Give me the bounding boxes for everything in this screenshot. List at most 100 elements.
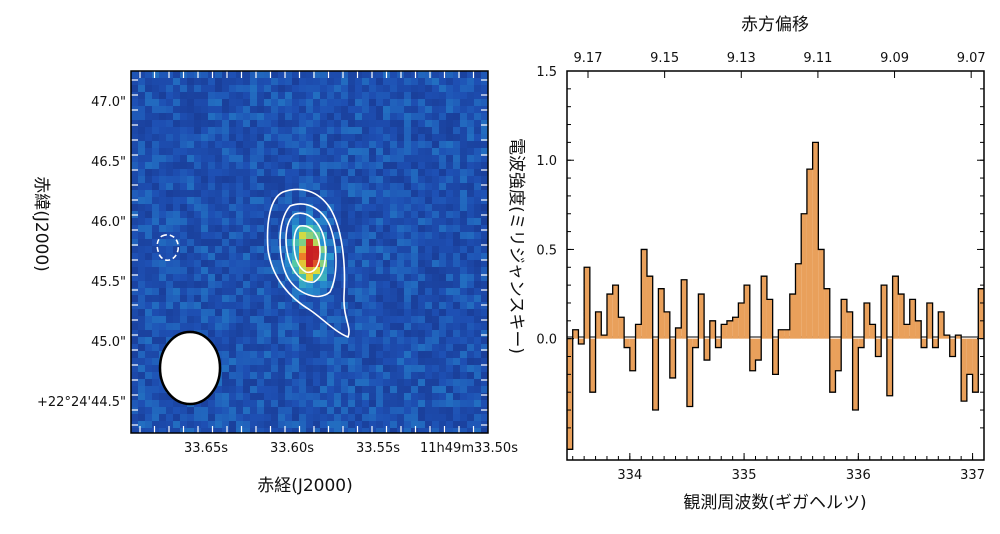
image-pixel — [229, 204, 236, 211]
spectrum-bar — [675, 327, 682, 339]
image-pixel — [411, 344, 418, 351]
image-pixel — [138, 211, 145, 218]
image-pixel — [383, 225, 390, 232]
image-pixel — [236, 316, 243, 323]
image-pixel — [229, 183, 236, 190]
image-pixel — [432, 162, 439, 169]
image-pixel — [236, 113, 243, 120]
image-pixel — [313, 106, 320, 113]
image-pixel — [145, 127, 152, 134]
image-pixel — [467, 323, 474, 330]
image-pixel — [348, 71, 355, 78]
image-pixel — [425, 309, 432, 316]
image-pixel — [376, 274, 383, 281]
image-pixel — [229, 148, 236, 155]
image-pixel — [383, 365, 390, 372]
image-pixel — [334, 176, 341, 183]
image-pixel — [460, 393, 467, 400]
image-pixel — [439, 253, 446, 260]
image-pixel — [369, 190, 376, 197]
image-pixel — [201, 288, 208, 295]
image-pixel — [222, 253, 229, 260]
image-pixel — [446, 344, 453, 351]
image-pixel — [446, 393, 453, 400]
image-pixel — [194, 120, 201, 127]
image-pixel — [166, 127, 173, 134]
image-pixel — [446, 288, 453, 295]
image-pixel — [432, 274, 439, 281]
image-pixel — [355, 337, 362, 344]
image-pixel — [425, 337, 432, 344]
image-pixel — [453, 428, 460, 433]
image-pixel — [180, 92, 187, 99]
image-pixel — [362, 99, 369, 106]
image-pixel — [243, 85, 250, 92]
image-pixel — [390, 274, 397, 281]
image-pixel — [257, 176, 264, 183]
image-pixel — [460, 281, 467, 288]
image-pixel — [173, 127, 180, 134]
spectrum-bar — [926, 302, 933, 339]
image-pixel — [320, 204, 327, 211]
image-pixel — [271, 113, 278, 120]
image-pixel — [320, 414, 327, 421]
image-pixel — [439, 71, 446, 78]
image-pixel — [222, 344, 229, 351]
image-pixel — [453, 190, 460, 197]
image-pixel — [299, 120, 306, 127]
image-pixel — [397, 323, 404, 330]
image-pixel — [383, 211, 390, 218]
image-pixel — [425, 421, 432, 428]
image-pixel — [243, 407, 250, 414]
image-pixel — [313, 78, 320, 85]
image-pixel — [425, 246, 432, 253]
image-pixel — [369, 85, 376, 92]
image-pixel — [299, 78, 306, 85]
image-pixel — [306, 316, 313, 323]
image-pixel — [257, 281, 264, 288]
image-pixel — [481, 204, 488, 211]
image-pixel — [173, 120, 180, 127]
image-pixel — [369, 337, 376, 344]
image-pixel — [453, 309, 460, 316]
image-pixel — [432, 169, 439, 176]
image-pixel — [474, 260, 481, 267]
image-pixel — [236, 190, 243, 197]
image-pixel — [432, 134, 439, 141]
image-pixel — [292, 428, 299, 433]
image-pixel — [376, 141, 383, 148]
image-pixel — [481, 365, 488, 372]
image-pixel — [348, 337, 355, 344]
image-pixel — [222, 372, 229, 379]
image-pixel — [145, 78, 152, 85]
spectrum-bar — [921, 338, 927, 348]
image-pixel — [383, 267, 390, 274]
image-pixel — [320, 71, 327, 78]
spectrum-bar — [704, 338, 710, 361]
image-pixel — [152, 218, 159, 225]
image-pixel — [460, 316, 467, 323]
image-pixel — [334, 274, 341, 281]
image-pixel — [264, 78, 271, 85]
image-pixel — [250, 386, 257, 393]
image-pixel — [187, 253, 194, 260]
image-pixel — [250, 393, 257, 400]
image-pixel — [383, 407, 390, 414]
image-pixel — [257, 127, 264, 134]
image-pixel — [194, 232, 201, 239]
image-pixel — [201, 414, 208, 421]
image-pixel — [306, 169, 313, 176]
image-pixel — [243, 92, 250, 99]
image-pixel — [376, 232, 383, 239]
image-pixel — [369, 99, 376, 106]
image-pixel — [264, 211, 271, 218]
image-pixel — [222, 400, 229, 407]
image-pixel — [439, 134, 446, 141]
spectrum-bar — [978, 288, 984, 339]
image-pixel — [278, 372, 285, 379]
image-pixel — [474, 414, 481, 421]
image-pixel — [285, 316, 292, 323]
image-pixel — [397, 246, 404, 253]
image-pixel — [187, 225, 194, 232]
image-pixel — [173, 428, 180, 433]
